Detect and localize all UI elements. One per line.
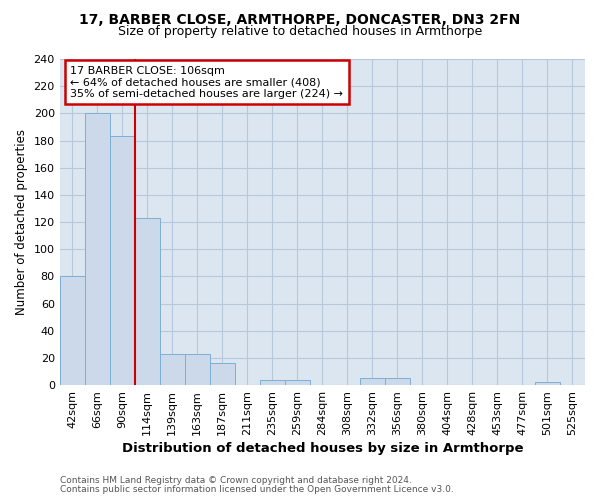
Bar [210, 364, 235, 385]
Bar [285, 380, 310, 385]
Text: Size of property relative to detached houses in Armthorpe: Size of property relative to detached ho… [118, 25, 482, 38]
X-axis label: Distribution of detached houses by size in Armthorpe: Distribution of detached houses by size … [122, 442, 523, 455]
Bar [260, 380, 285, 385]
Bar [135, 218, 160, 385]
Bar [85, 114, 110, 385]
Bar [110, 136, 135, 385]
Bar [360, 378, 385, 385]
Bar [385, 378, 410, 385]
Bar [535, 382, 560, 385]
Bar [160, 354, 185, 385]
Text: Contains HM Land Registry data © Crown copyright and database right 2024.: Contains HM Land Registry data © Crown c… [60, 476, 412, 485]
Text: 17 BARBER CLOSE: 106sqm
← 64% of detached houses are smaller (408)
35% of semi-d: 17 BARBER CLOSE: 106sqm ← 64% of detache… [70, 66, 343, 98]
Text: Contains public sector information licensed under the Open Government Licence v3: Contains public sector information licen… [60, 485, 454, 494]
Bar [185, 354, 210, 385]
Text: 17, BARBER CLOSE, ARMTHORPE, DONCASTER, DN3 2FN: 17, BARBER CLOSE, ARMTHORPE, DONCASTER, … [79, 12, 521, 26]
Y-axis label: Number of detached properties: Number of detached properties [15, 129, 28, 315]
Bar [59, 276, 85, 385]
